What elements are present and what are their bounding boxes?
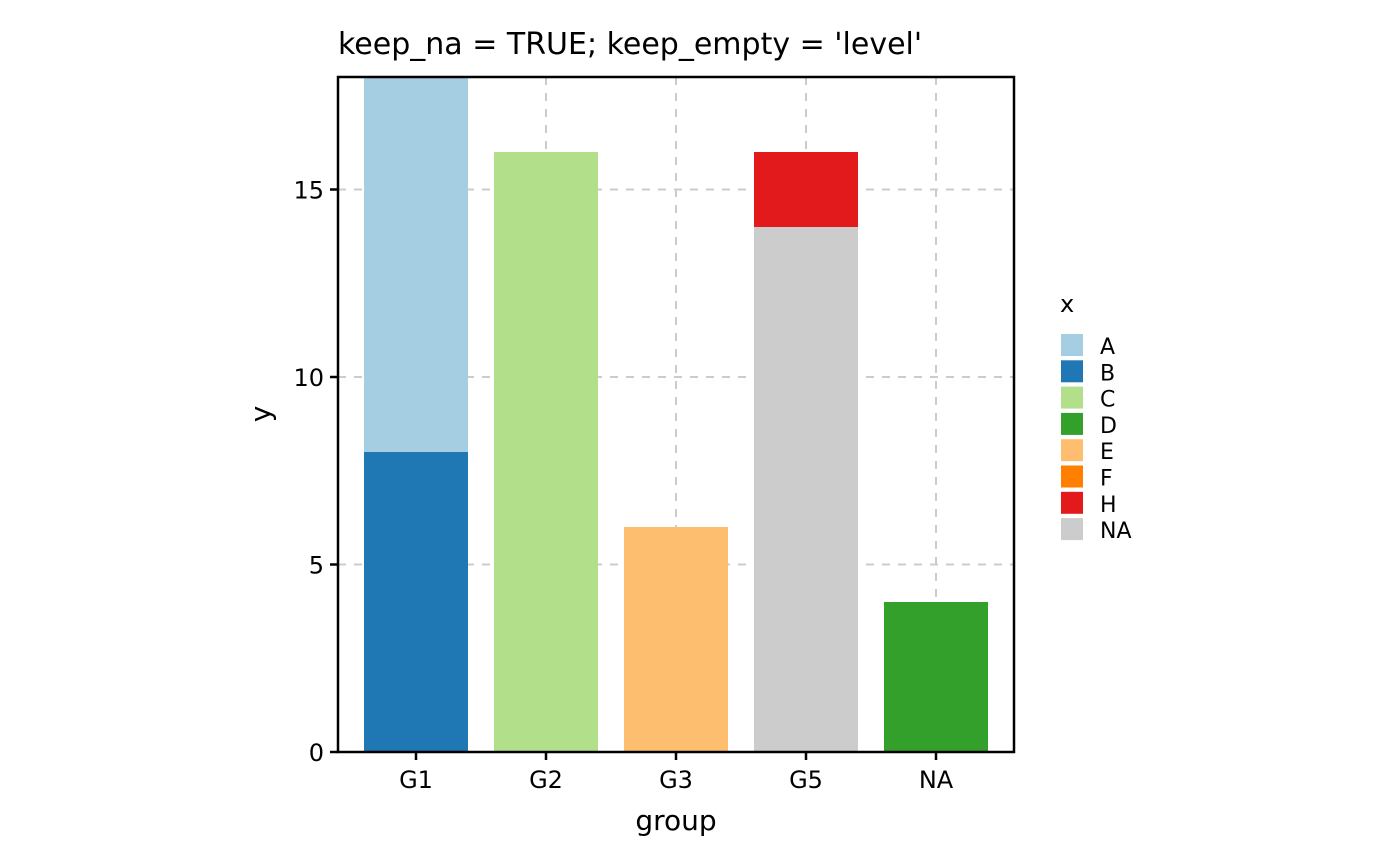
bars (364, 77, 988, 752)
legend-label: F (1100, 467, 1113, 492)
legend-label: NA (1100, 519, 1132, 544)
x-axis-label: group (635, 804, 716, 837)
bar-G3-E (624, 527, 728, 752)
legend-key-E (1061, 439, 1083, 462)
y-axis-label: y (244, 406, 277, 423)
bar-G5-NA (754, 227, 858, 752)
x-axis: G1 G2 G3 G5 NA (399, 752, 954, 794)
legend-label: H (1100, 493, 1117, 518)
legend-key-D (1061, 412, 1083, 435)
x-tick-label: NA (919, 766, 954, 794)
y-tick-label: 15 (293, 177, 324, 205)
bar-G5-H (754, 152, 858, 227)
x-tick-label: G2 (529, 766, 563, 794)
legend-label: A (1100, 335, 1115, 360)
bar-G1-A (364, 77, 468, 452)
chart-title: keep_na = TRUE; keep_empty = 'level' (338, 27, 922, 62)
legend-label: E (1100, 440, 1114, 465)
y-tick-label: 10 (293, 364, 324, 392)
legend-label: B (1100, 361, 1115, 386)
y-axis: 0 5 10 15 (293, 177, 338, 767)
legend-key-B (1061, 360, 1083, 383)
x-tick-label: G3 (659, 766, 693, 794)
legend-key-F (1061, 465, 1083, 488)
x-tick-label: G1 (399, 766, 433, 794)
legend-label: C (1100, 388, 1115, 413)
legend-key-A (1061, 334, 1083, 356)
legend-label: D (1100, 414, 1117, 439)
bar-NA-D (884, 602, 988, 752)
bar-G2-C (494, 152, 598, 752)
legend-title: x (1060, 290, 1074, 318)
legend-key-H (1061, 491, 1083, 514)
y-tick-label: 0 (309, 739, 324, 767)
legend-key-NA (1061, 518, 1083, 541)
bar-G1-B (364, 452, 468, 752)
x-tick-label: G5 (789, 766, 823, 794)
y-tick-label: 5 (309, 552, 324, 580)
legend-key-C (1061, 386, 1083, 409)
